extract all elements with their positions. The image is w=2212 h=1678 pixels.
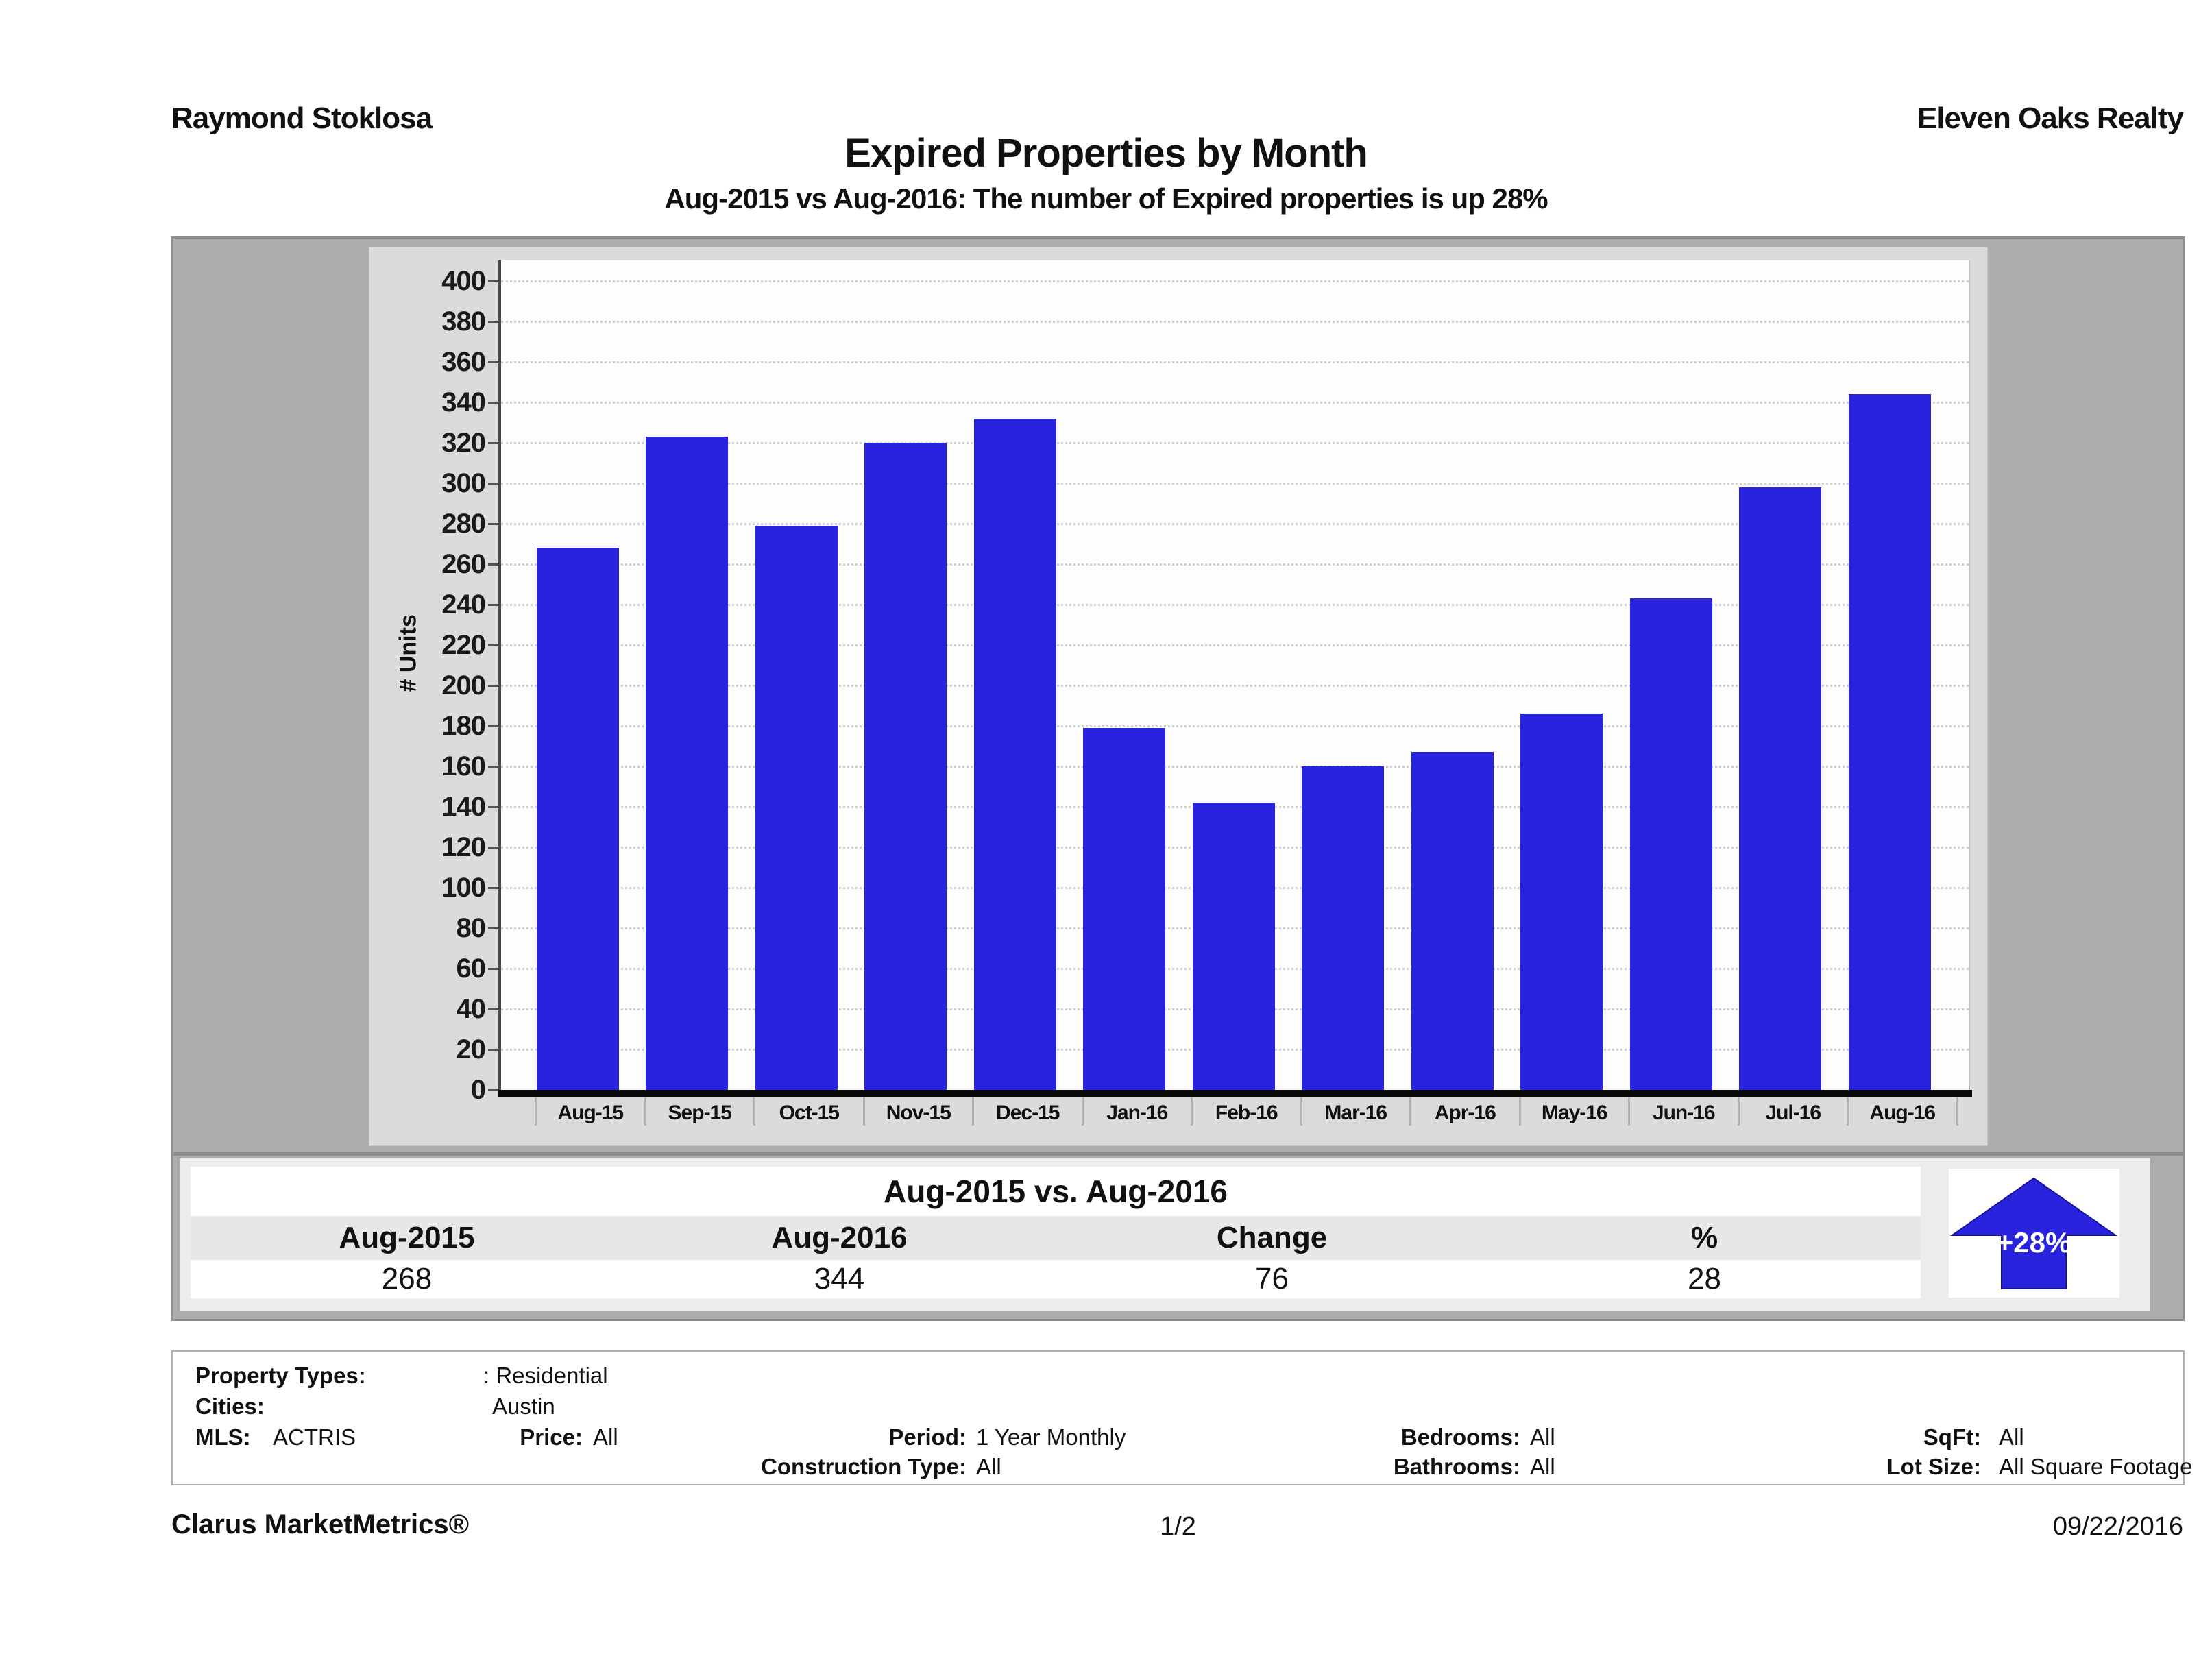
comparison-value-row: 268 344 76 28 [191,1260,1921,1298]
bathrooms-value: All [1530,1454,1555,1479]
value-change: 76 [1255,1262,1289,1296]
price-label: Price: [520,1424,583,1450]
col-header-aug2015: Aug-2015 [339,1221,475,1254]
construction-type-value: All [976,1454,1001,1479]
y-axis-title: # Units [395,614,422,692]
bedrooms-value: All [1530,1424,1555,1450]
property-types-label: Property Types: [195,1363,366,1388]
trend-badge-label: +28% [1997,1226,2071,1258]
period-label: Period: [888,1424,967,1450]
report-date: 09/22/2016 [2052,1512,2183,1541]
value-aug2015: 268 [381,1262,433,1296]
price-value: All [593,1424,618,1450]
page-subtitle: Aug-2015 vs Aug-2016: The number of Expi… [664,182,1548,215]
company-name: Eleven Oaks Realty [1917,101,2184,135]
bedrooms-label: Bedrooms: [1400,1424,1520,1450]
cities-value: Austin [492,1394,555,1419]
value-percent: 28 [1688,1262,1721,1296]
brand-name: Clarus MarketMetrics® [171,1509,470,1540]
sqft-value: All [1999,1424,2024,1450]
lot-size-label: Lot Size: [1886,1454,1982,1479]
filters-box [171,1350,2185,1485]
value-aug2016: 344 [814,1262,865,1296]
mls-value: ACTRIS [273,1424,356,1450]
plot-area [501,260,1970,1090]
mls-label: MLS: [195,1424,251,1450]
agent-name: Raymond Stoklosa [171,101,433,135]
comparison-header-row: Aug-2015 Aug-2016 Change % [191,1216,1921,1260]
construction-type-label: Construction Type: [760,1454,967,1479]
x-axis-line [498,1090,1972,1097]
lot-size-value: All Square Footage [1999,1454,2193,1479]
property-types-value: : Residential [483,1363,608,1388]
page-title: Expired Properties by Month [844,131,1368,175]
y-axis-line [498,260,501,1097]
comparison-title: Aug-2015 vs. Aug-2016 [191,1167,1921,1216]
cities-label: Cities: [195,1394,265,1419]
page-number: 1/2 [1160,1512,1196,1541]
up-arrow-icon: +28% [1949,1177,2118,1289]
sqft-label: SqFt: [1923,1424,1981,1450]
col-header-aug2016: Aug-2016 [771,1221,908,1254]
col-header-change: Change [1216,1221,1328,1254]
trend-badge: +28% [1949,1169,2119,1298]
bathrooms-label: Bathrooms: [1393,1454,1520,1479]
col-header-percent: % [1690,1221,1718,1254]
period-value: 1 Year Monthly [976,1424,1126,1450]
